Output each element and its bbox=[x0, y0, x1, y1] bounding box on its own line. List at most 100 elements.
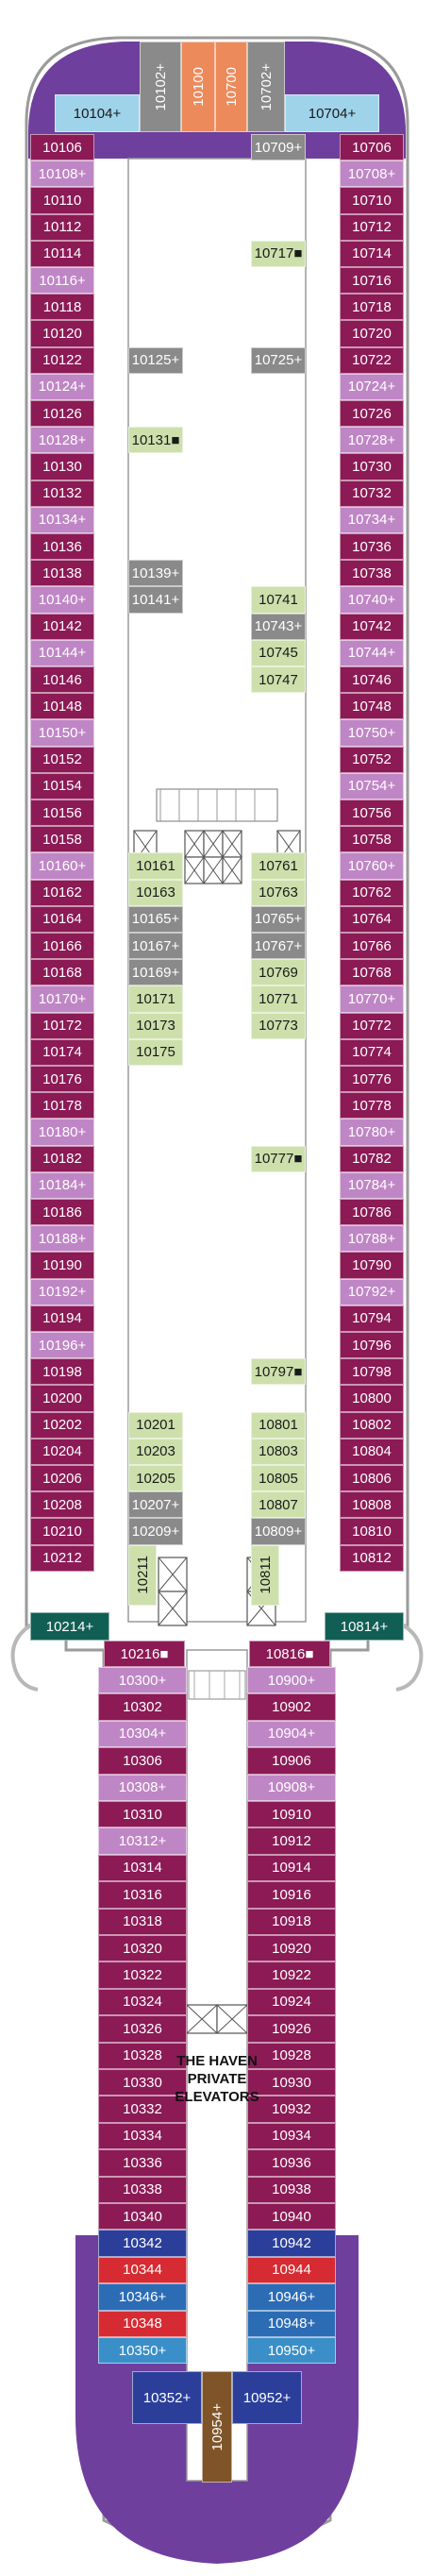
cabin-10146[interactable]: 10146 bbox=[30, 666, 94, 694]
cabin-10312[interactable]: 10312+ bbox=[98, 1827, 187, 1855]
cabin-10756[interactable]: 10756 bbox=[340, 800, 404, 827]
cabin-10741[interactable]: 10741 bbox=[251, 586, 306, 614]
cabin-10188[interactable]: 10188+ bbox=[30, 1225, 94, 1253]
cabin-10934[interactable]: 10934 bbox=[247, 2122, 336, 2150]
cabin-10316[interactable]: 10316 bbox=[98, 1881, 187, 1909]
cabin-10747[interactable]: 10747 bbox=[251, 666, 306, 694]
cabin-10150[interactable]: 10150+ bbox=[30, 719, 94, 747]
cabin-10797[interactable]: 10797■ bbox=[251, 1358, 306, 1386]
cabin-10214[interactable]: 10214+ bbox=[30, 1612, 109, 1641]
cabin-10205[interactable]: 10205 bbox=[128, 1465, 183, 1492]
cabin-10160[interactable]: 10160+ bbox=[30, 852, 94, 880]
cabin-10772[interactable]: 10772 bbox=[340, 1012, 404, 1039]
cabin-10902[interactable]: 10902 bbox=[247, 1693, 336, 1721]
cabin-10132[interactable]: 10132 bbox=[30, 480, 94, 507]
cabin-10743[interactable]: 10743+ bbox=[251, 613, 306, 640]
cabin-10203[interactable]: 10203 bbox=[128, 1438, 183, 1465]
cabin-10169[interactable]: 10169+ bbox=[128, 959, 183, 986]
cabin-10728[interactable]: 10728+ bbox=[340, 427, 404, 454]
cabin-10725[interactable]: 10725+ bbox=[251, 346, 306, 374]
cabin-10302[interactable]: 10302 bbox=[98, 1693, 187, 1721]
cabin-10954[interactable]: 10954+ bbox=[202, 2371, 232, 2483]
cabin-10946[interactable]: 10946+ bbox=[247, 2283, 336, 2311]
cabin-10211[interactable]: 10211 bbox=[128, 1544, 157, 1606]
cabin-10102[interactable]: 10102+ bbox=[140, 42, 181, 132]
cabin-10122[interactable]: 10122 bbox=[30, 346, 94, 374]
cabin-10712[interactable]: 10712 bbox=[340, 213, 404, 241]
cabin-10196[interactable]: 10196+ bbox=[30, 1332, 94, 1359]
cabin-10114[interactable]: 10114 bbox=[30, 240, 94, 267]
cabin-10938[interactable]: 10938 bbox=[247, 2176, 336, 2203]
cabin-10706[interactable]: 10706 bbox=[340, 134, 404, 161]
cabin-10752[interactable]: 10752 bbox=[340, 746, 404, 773]
cabin-10765[interactable]: 10765+ bbox=[251, 905, 306, 933]
cabin-10171[interactable]: 10171 bbox=[128, 985, 183, 1013]
cabin-10166[interactable]: 10166 bbox=[30, 933, 94, 960]
cabin-10140[interactable]: 10140+ bbox=[30, 586, 94, 614]
cabin-10792[interactable]: 10792+ bbox=[340, 1278, 404, 1305]
cabin-10156[interactable]: 10156 bbox=[30, 800, 94, 827]
cabin-10944[interactable]: 10944 bbox=[247, 2256, 336, 2284]
cabin-10208[interactable]: 10208 bbox=[30, 1491, 94, 1519]
cabin-10322[interactable]: 10322 bbox=[98, 1961, 187, 1989]
cabin-10768[interactable]: 10768 bbox=[340, 959, 404, 986]
cabin-10800[interactable]: 10800 bbox=[340, 1385, 404, 1412]
cabin-10108[interactable]: 10108+ bbox=[30, 160, 94, 188]
cabin-10326[interactable]: 10326 bbox=[98, 2015, 187, 2043]
cabin-10802[interactable]: 10802 bbox=[340, 1411, 404, 1439]
cabin-10932[interactable]: 10932 bbox=[247, 2096, 336, 2123]
cabin-10201[interactable]: 10201 bbox=[128, 1411, 183, 1439]
cabin-10714[interactable]: 10714 bbox=[340, 240, 404, 267]
cabin-10790[interactable]: 10790 bbox=[340, 1252, 404, 1279]
cabin-10774[interactable]: 10774 bbox=[340, 1038, 404, 1066]
cabin-10130[interactable]: 10130 bbox=[30, 453, 94, 480]
cabin-10702[interactable]: 10702+ bbox=[247, 42, 285, 132]
cabin-10346[interactable]: 10346+ bbox=[98, 2283, 187, 2311]
cabin-10167[interactable]: 10167+ bbox=[128, 933, 183, 960]
cabin-10814[interactable]: 10814+ bbox=[325, 1612, 404, 1641]
cabin-10116[interactable]: 10116+ bbox=[30, 267, 94, 295]
cabin-10798[interactable]: 10798 bbox=[340, 1358, 404, 1386]
cabin-10344[interactable]: 10344 bbox=[98, 2256, 187, 2284]
cabin-10918[interactable]: 10918 bbox=[247, 1908, 336, 1935]
cabin-10720[interactable]: 10720 bbox=[340, 320, 404, 347]
cabin-10340[interactable]: 10340 bbox=[98, 2203, 187, 2231]
cabin-10810[interactable]: 10810 bbox=[340, 1518, 404, 1545]
cabin-10330[interactable]: 10330 bbox=[98, 2069, 187, 2096]
cabin-10906[interactable]: 10906 bbox=[247, 1747, 336, 1775]
cabin-10808[interactable]: 10808 bbox=[340, 1491, 404, 1519]
cabin-10922[interactable]: 10922 bbox=[247, 1961, 336, 1989]
cabin-10916[interactable]: 10916 bbox=[247, 1881, 336, 1909]
cabin-10936[interactable]: 10936 bbox=[247, 2149, 336, 2177]
cabin-10726[interactable]: 10726 bbox=[340, 400, 404, 428]
cabin-10144[interactable]: 10144+ bbox=[30, 639, 94, 666]
cabin-10730[interactable]: 10730 bbox=[340, 453, 404, 480]
cabin-10784[interactable]: 10784+ bbox=[340, 1171, 404, 1199]
cabin-10336[interactable]: 10336 bbox=[98, 2149, 187, 2177]
cabin-10710[interactable]: 10710 bbox=[340, 187, 404, 214]
cabin-10206[interactable]: 10206 bbox=[30, 1465, 94, 1492]
cabin-10796[interactable]: 10796 bbox=[340, 1332, 404, 1359]
cabin-10100[interactable]: 10100 bbox=[181, 42, 215, 132]
cabin-10745[interactable]: 10745 bbox=[251, 639, 306, 666]
cabin-10139[interactable]: 10139+ bbox=[128, 560, 183, 587]
cabin-10717[interactable]: 10717■ bbox=[251, 240, 306, 267]
cabin-10104[interactable]: 10104+ bbox=[55, 94, 140, 132]
cabin-10794[interactable]: 10794 bbox=[340, 1305, 404, 1332]
cabin-10308[interactable]: 10308+ bbox=[98, 1774, 187, 1801]
cabin-10767[interactable]: 10767+ bbox=[251, 933, 306, 960]
cabin-10732[interactable]: 10732 bbox=[340, 480, 404, 507]
cabin-10106[interactable]: 10106 bbox=[30, 134, 94, 161]
cabin-10724[interactable]: 10724+ bbox=[340, 373, 404, 400]
cabin-10198[interactable]: 10198 bbox=[30, 1358, 94, 1386]
cabin-10310[interactable]: 10310 bbox=[98, 1801, 187, 1828]
cabin-10773[interactable]: 10773 bbox=[251, 1012, 306, 1039]
cabin-10754[interactable]: 10754+ bbox=[340, 772, 404, 800]
cabin-10120[interactable]: 10120 bbox=[30, 320, 94, 347]
cabin-10722[interactable]: 10722 bbox=[340, 346, 404, 374]
cabin-10771[interactable]: 10771 bbox=[251, 985, 306, 1013]
cabin-10318[interactable]: 10318 bbox=[98, 1908, 187, 1935]
cabin-10314[interactable]: 10314 bbox=[98, 1854, 187, 1882]
cabin-10806[interactable]: 10806 bbox=[340, 1465, 404, 1492]
cabin-10948[interactable]: 10948+ bbox=[247, 2310, 336, 2337]
